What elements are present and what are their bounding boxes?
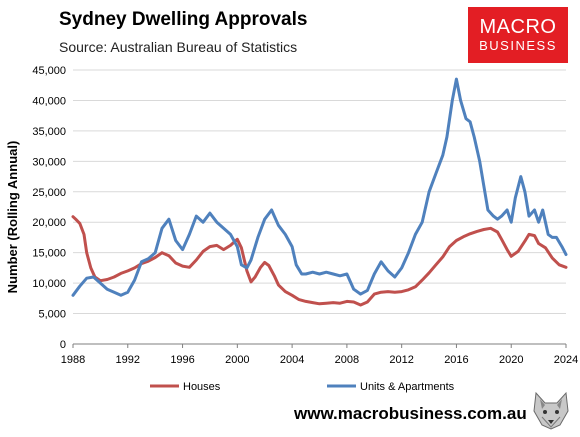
x-tick-label: 2012 [389, 354, 413, 366]
y-tick-label: 40,000 [32, 95, 66, 107]
y-tick-label: 45,000 [32, 65, 66, 77]
x-tick-label: 2000 [225, 354, 249, 366]
y-tick-label: 35,000 [32, 126, 66, 138]
series-line-units-apartments [71, 77, 568, 297]
chart-subtitle: Source: Australian Bureau of Statistics [59, 39, 298, 55]
x-tick-label: 2004 [280, 354, 304, 366]
y-axis-label: Number (Rolling Annual) [5, 141, 20, 294]
legend-label: Houses [183, 381, 221, 393]
x-tick-label: 2008 [335, 354, 359, 366]
legend-label: Units & Apartments [360, 381, 455, 393]
series-line-houses [71, 215, 568, 307]
y-tick-label: 0 [60, 339, 66, 351]
y-tick-label: 15,000 [32, 248, 66, 260]
macrobusiness-logo: MACRO BUSINESS [468, 7, 568, 63]
y-tick-label: 30,000 [32, 156, 66, 168]
y-tick-label: 5,000 [38, 309, 66, 321]
y-tick-label: 10,000 [32, 278, 66, 290]
x-tick-label: 2020 [499, 354, 523, 366]
x-tick-label: 1992 [116, 354, 140, 366]
logo-line-1: MACRO [479, 16, 557, 38]
y-tick-label: 20,000 [32, 217, 66, 229]
x-tick-label: 1996 [170, 354, 194, 366]
wolf-head-icon [533, 391, 569, 430]
logo-line-2: BUSINESS [479, 38, 557, 53]
y-tick-label: 25,000 [32, 187, 66, 199]
chart-title: Sydney Dwelling Approvals [59, 9, 308, 30]
x-tick-label: 2016 [444, 354, 468, 366]
x-tick-label: 1988 [61, 354, 85, 366]
website-url[interactable]: www.macrobusiness.com.au [294, 404, 527, 423]
x-tick-label: 2024 [554, 354, 578, 366]
